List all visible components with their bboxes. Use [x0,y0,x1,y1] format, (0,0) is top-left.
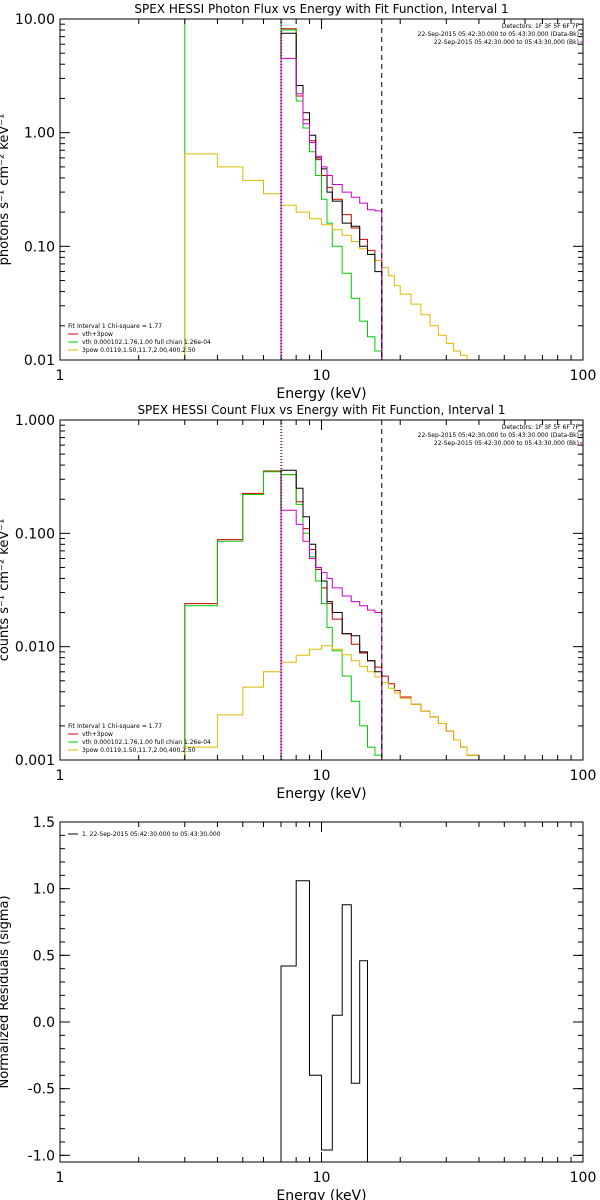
chart1-y-tick-label: 1.00 [24,126,55,142]
chart2-info-line-1: 22-Sep-2015 05:42:30.000 to 05:43:30.000… [418,432,579,439]
chart2-series-1 [184,471,383,760]
chart2-y-tick-label: 0.010 [15,640,55,656]
chart2-info-line-2: 22-Sep-2015 05:42:30.000 to 05:43:30.000… [434,440,579,447]
chart3-x-tick-label: 100 [570,1170,597,1186]
chart1-legend-title: Fit Interval 1 Chi-square = 1.77 [68,323,162,330]
chart2-y-tick-label: 1.000 [15,413,55,429]
chart3-y-tick-label: -0.5 [28,1082,55,1098]
chart1-legend-entry: 3pow 0.0119,1.50,11.7,2.00,400,2.50 [82,347,196,354]
chart1-x-tick-label: 10 [313,368,331,384]
chart3-legend-entry: 1. 22-Sep-2015 05:42:30.000 to 05:43:30.… [82,831,221,838]
chart2-legend-entry: vth+3pow [82,731,113,738]
chart2-title: SPEX HESSI Count Flux vs Energy with Fit… [137,403,505,417]
chart2-x-tick-label: 10 [313,768,331,784]
chart1-y-tick-label: 0.01 [24,353,55,369]
chart1-x-tick-label: 1 [56,368,65,384]
chart3-y-axis-label: Normalized Residuals (sigma) [0,895,12,1088]
chart2-y-tick-label: 0.100 [15,526,55,542]
chart1-legend-entry: vth 0.000102,1.76,1.00 full chian 1.26e-… [82,339,211,346]
chart2-legend-entry: vth 0.000102,1.76,1.00 full chian 1.26e-… [82,739,211,746]
chart2-info-line-0: Detectors: 1F 3F 5F 6F 7F [502,424,580,431]
chart3-y-tick-label: 1.5 [33,815,55,831]
chart1-y-tick-label: 0.10 [24,239,55,255]
chart2-series-4 [280,509,383,760]
chart2-series-3 [280,469,383,760]
chart2-y-tick-label: 0.001 [15,753,55,769]
chart3-y-tick-label: -1.0 [28,1148,55,1164]
chart1-legend-entry: vth+3pow [82,331,113,338]
chart3-y-tick-label: 0.5 [33,948,55,964]
chart1-title: SPEX HESSI Photon Flux vs Energy with Fi… [134,2,508,16]
chart3-series-0 [280,880,382,1163]
chart2-y-axis-label: counts s⁻¹ cm⁻² keV⁻¹ [0,519,12,662]
chart1-info-line-1: 22-Sep-2015 05:42:30.000 to 05:43:30.000… [418,31,579,38]
chart3-x-tick-label: 1 [56,1170,65,1186]
chart1-x-axis-label: Energy (keV) [276,386,366,402]
chart1-info-line-0: Detectors: 1F 3F 5F 6F 7F [502,23,580,30]
chart3-x-tick-label: 10 [313,1170,331,1186]
chart2-legend-entry: 3pow 0.0119,1.50,11.7,2.00,400,2.50 [82,747,196,754]
chart2-legend-title: Fit Interval 1 Chi-square = 1.77 [68,723,162,730]
chart1-series-1 [184,18,383,360]
chart2-x-axis-label: Energy (keV) [276,786,366,802]
chart2-series-2 [184,645,500,761]
chart2-x-tick-label: 1 [56,768,65,784]
chart3-x-axis-label: Energy (keV) [276,1188,366,1200]
chart1-y-tick-label: 10.00 [15,12,55,28]
chart3-y-tick-label: 0.0 [33,1015,55,1031]
chart2-x-tick-label: 100 [570,768,597,784]
chart1-info-line-2: 22-Sep-2015 05:42:30.000 to 05:43:30.000… [434,39,579,46]
chart3-y-tick-label: 1.0 [33,882,55,898]
chart1-y-axis-label: photons s⁻¹ cm⁻² keV⁻¹ [0,114,12,266]
chart1-x-tick-label: 100 [570,368,597,384]
chart1-series-2 [184,153,468,360]
chart1-series-4 [280,57,383,360]
